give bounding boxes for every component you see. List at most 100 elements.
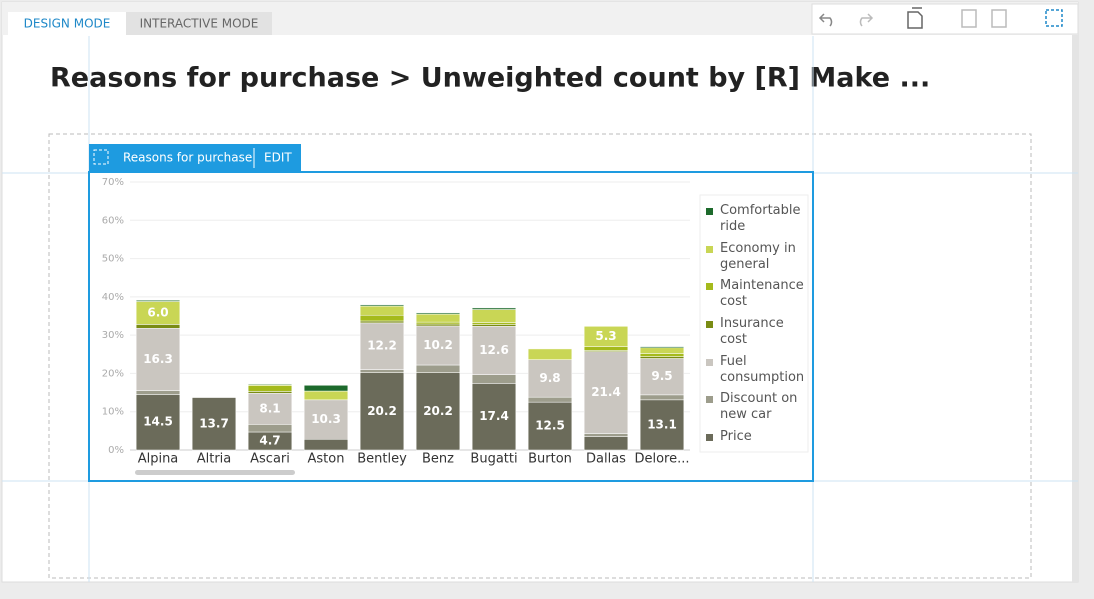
data-label: 20.2 xyxy=(423,404,453,418)
bar-segment xyxy=(527,401,573,451)
data-label: 5.3 xyxy=(595,329,616,343)
bar-segment xyxy=(135,328,181,391)
scrollbar xyxy=(1072,2,1078,582)
x-tick-label: Bentley xyxy=(357,452,407,467)
bar-segment xyxy=(639,353,685,357)
x-tick-label: Bugatti xyxy=(470,452,517,467)
bar-segment xyxy=(135,390,181,395)
legend-swatch xyxy=(706,434,713,442)
data-label: 16.3 xyxy=(143,352,173,366)
legend-label: Discount on new car xyxy=(720,391,798,423)
legend-swatch xyxy=(706,245,713,253)
legend-label: Comfortable ride xyxy=(720,203,801,234)
copy-icon[interactable] xyxy=(907,7,923,29)
bar-segment xyxy=(359,320,405,324)
legend-entry[interactable]: Price xyxy=(700,429,808,467)
bar-segment xyxy=(527,348,573,360)
undo-icon[interactable] xyxy=(818,13,833,27)
legend-label: Insurance cost xyxy=(720,316,784,348)
bar-segment xyxy=(639,358,685,396)
select-icon[interactable] xyxy=(1045,9,1063,27)
legend-swatch xyxy=(706,208,713,215)
bar-segment xyxy=(247,383,293,385)
paste-format-icon[interactable] xyxy=(991,9,1007,28)
bar-segment xyxy=(359,314,405,322)
y-tick-label: 10% xyxy=(102,407,124,418)
legend-entry[interactable]: Maintenance cost xyxy=(700,278,808,316)
bar-segment xyxy=(359,369,405,373)
legend-swatch xyxy=(706,283,713,291)
data-label: 14.5 xyxy=(143,415,173,429)
bar-segment xyxy=(471,326,517,375)
data-label: 6.0 xyxy=(147,305,168,319)
legend-label: Maintenance cost xyxy=(720,278,804,310)
data-label: 9.5 xyxy=(651,369,672,383)
h-scrollbar[interactable] xyxy=(135,470,295,475)
legend-entry[interactable]: Economy in general xyxy=(700,241,808,279)
y-tick-label: 60% xyxy=(102,215,124,226)
legend-entry[interactable]: Insurance cost xyxy=(700,316,808,354)
legend: Comfortable ride Economy in general Mainte… xyxy=(700,203,808,467)
bar-segment xyxy=(639,356,685,359)
x-tick-label: Benz xyxy=(422,452,454,467)
bar-segment xyxy=(639,346,685,349)
x-tick-label: Delore... xyxy=(634,452,689,467)
data-label: 12.2 xyxy=(367,339,397,353)
bar-segment xyxy=(135,324,181,329)
bar-segment xyxy=(471,307,517,310)
data-label: 9.8 xyxy=(539,371,560,385)
legend-entry[interactable]: Fuel consumption xyxy=(700,354,808,392)
data-label: 20.2 xyxy=(367,404,397,418)
legend-swatch xyxy=(706,396,713,404)
bar-segment xyxy=(135,300,181,302)
page-title: Reasons for purchase > Unweighted count … xyxy=(50,63,930,94)
legend-entry[interactable]: Comfortable ride xyxy=(700,203,808,241)
tab-active[interactable] xyxy=(8,12,126,35)
legend-swatch xyxy=(706,321,713,329)
tab-label[interactable]: INTERACTIVE MODE xyxy=(140,17,259,31)
bar-segment xyxy=(247,385,293,392)
y-tick-label: 20% xyxy=(102,368,124,379)
x-tick-label: Burton xyxy=(528,452,572,467)
widget-header[interactable] xyxy=(89,144,301,172)
data-label: 17.4 xyxy=(479,409,509,423)
x-tick-label: Aston xyxy=(308,452,345,467)
tab-label[interactable]: DESIGN MODE xyxy=(24,17,111,31)
y-tick-label: 70% xyxy=(102,177,124,188)
bar-segment xyxy=(639,394,685,401)
edit-button[interactable]: EDIT xyxy=(264,151,292,165)
bar-segment xyxy=(247,424,293,433)
y-tick-label: 30% xyxy=(102,330,124,341)
bar-segment xyxy=(247,391,293,394)
paste-icon[interactable] xyxy=(961,9,977,28)
legend-label: Fuel consumption xyxy=(720,353,805,385)
bar-segment xyxy=(359,305,405,316)
legend-label: Economy in general xyxy=(720,240,796,272)
bar-segment xyxy=(359,304,405,307)
x-tick-label: Dallas xyxy=(586,452,626,467)
tab[interactable] xyxy=(126,12,272,35)
bar-segment xyxy=(583,346,629,351)
legend-box xyxy=(699,194,809,453)
legend-swatch xyxy=(706,358,713,366)
data-label: 12.5 xyxy=(535,419,565,433)
bar-segment xyxy=(303,439,349,451)
bar-segment xyxy=(415,321,461,325)
legend-entry[interactable]: Discount on new car xyxy=(700,391,808,429)
bar-segment xyxy=(639,399,685,451)
redo-icon[interactable] xyxy=(859,13,874,27)
bar-segment xyxy=(359,372,405,451)
x-tick-label: Ascari xyxy=(250,452,290,467)
page-frame xyxy=(48,133,1032,579)
data-label: 4.7 xyxy=(259,434,280,448)
data-label: 13.1 xyxy=(647,417,677,431)
bar-segment xyxy=(135,394,181,451)
bar-segment xyxy=(471,383,517,451)
bar-segment xyxy=(415,325,461,366)
select-icon xyxy=(93,149,109,165)
bar-segment xyxy=(303,399,349,440)
bar-segment xyxy=(415,364,461,373)
data-label: 10.2 xyxy=(423,338,453,352)
